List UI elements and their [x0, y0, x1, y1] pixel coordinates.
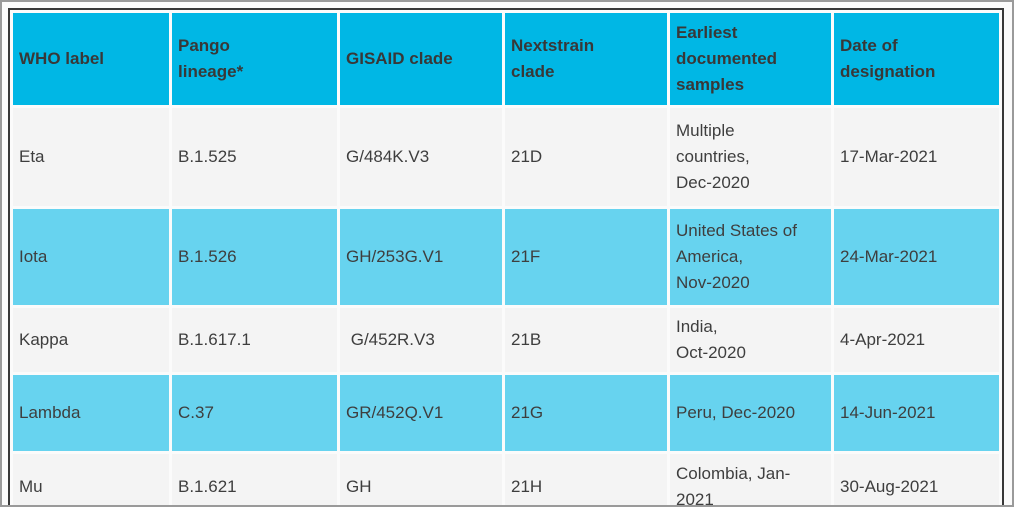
cell-gisaid-clade: GH	[340, 454, 502, 505]
table-row-lambda: Lambda C.37 GR/452Q.V1 21G Peru, Dec-202…	[13, 375, 999, 451]
cell-date-of-designation: 17-Mar-2021	[834, 108, 999, 206]
cell-pango-lineage: B.1.526	[172, 209, 337, 305]
cell-earliest-samples: India, Oct-2020	[670, 308, 831, 372]
table-row-kappa: Kappa B.1.617.1 G/452R.V3 21B India, Oct…	[13, 308, 999, 372]
col-header-date-of-designation: Date of designation	[834, 13, 999, 105]
cell-earliest-samples: Multiple countries, Dec-2020	[670, 108, 831, 206]
cell-date-of-designation: 4-Apr-2021	[834, 308, 999, 372]
cell-date-of-designation: 30-Aug-2021	[834, 454, 999, 505]
cell-gisaid-clade: GR/452Q.V1	[340, 375, 502, 451]
cell-who-label: Iota	[13, 209, 169, 305]
col-header-gisaid-clade: GISAID clade	[340, 13, 502, 105]
cell-who-label: Lambda	[13, 375, 169, 451]
cell-gisaid-clade: G/484K.V3	[340, 108, 502, 206]
cell-pango-lineage: B.1.621	[172, 454, 337, 505]
cell-who-label: Mu	[13, 454, 169, 505]
table-row-eta: Eta B.1.525 G/484K.V3 21D Multiple count…	[13, 108, 999, 206]
cell-earliest-samples: United States of America, Nov-2020	[670, 209, 831, 305]
col-header-earliest-documented-samples: Earliest documented samples	[670, 13, 831, 105]
cell-earliest-samples: Peru, Dec-2020	[670, 375, 831, 451]
cell-date-of-designation: 24-Mar-2021	[834, 209, 999, 305]
cell-nextstrain-clade: 21H	[505, 454, 667, 505]
cell-nextstrain-clade: 21F	[505, 209, 667, 305]
col-header-who-label: WHO label	[13, 13, 169, 105]
table-row-mu: Mu B.1.621 GH 21H Colombia, Jan- 2021 30…	[13, 454, 999, 505]
cell-earliest-samples: Colombia, Jan- 2021	[670, 454, 831, 505]
cell-nextstrain-clade: 21G	[505, 375, 667, 451]
cell-nextstrain-clade: 21D	[505, 108, 667, 206]
cell-pango-lineage: C.37	[172, 375, 337, 451]
table-row-iota: Iota B.1.526 GH/253G.V1 21F United State…	[13, 209, 999, 305]
col-header-nextstrain-clade: Nextstrain clade	[505, 13, 667, 105]
cell-nextstrain-clade: 21B	[505, 308, 667, 372]
cell-pango-lineage: B.1.525	[172, 108, 337, 206]
cell-who-label: Eta	[13, 108, 169, 206]
cell-who-label: Kappa	[13, 308, 169, 372]
covid-variants-of-interest-table: WHO label Pango lineage* GISAID clade Ne…	[8, 8, 1004, 505]
cell-gisaid-clade: GH/253G.V1	[340, 209, 502, 305]
cell-pango-lineage: B.1.617.1	[172, 308, 337, 372]
col-header-pango-lineage: Pango lineage*	[172, 13, 337, 105]
cell-gisaid-clade: G/452R.V3	[340, 308, 502, 372]
cell-date-of-designation: 14-Jun-2021	[834, 375, 999, 451]
header-row: WHO label Pango lineage* GISAID clade Ne…	[13, 13, 999, 105]
